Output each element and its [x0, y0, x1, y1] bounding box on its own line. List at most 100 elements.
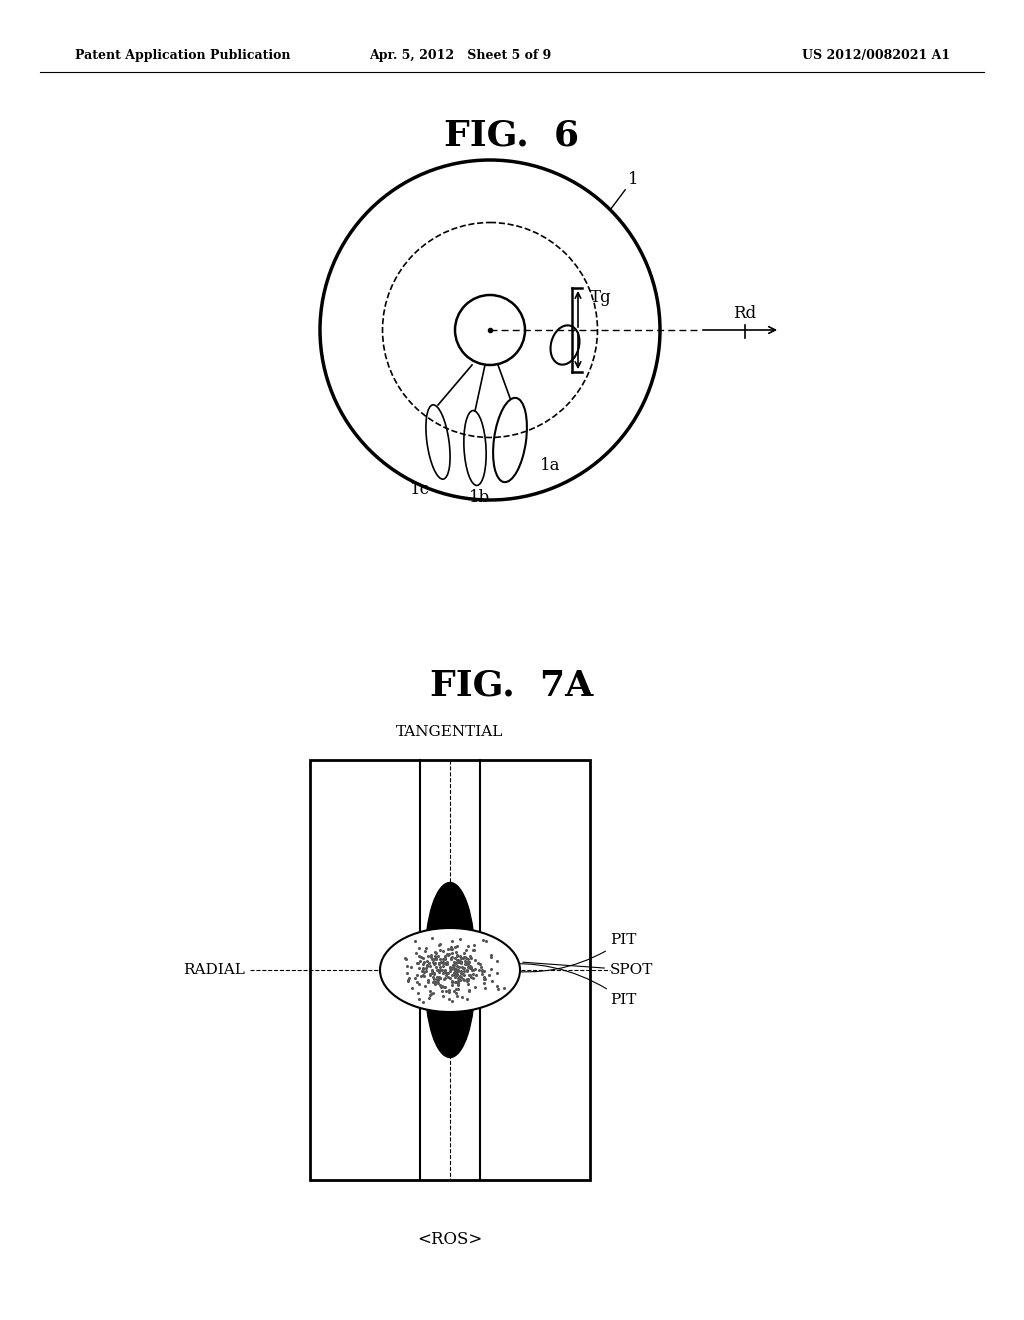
Point — [437, 949, 454, 970]
Point — [407, 968, 423, 989]
Point — [428, 949, 444, 970]
Point — [460, 956, 476, 977]
Point — [419, 954, 435, 975]
Point — [453, 945, 469, 966]
Point — [397, 948, 414, 969]
Point — [464, 960, 480, 981]
Point — [447, 972, 464, 993]
Point — [450, 973, 466, 994]
Point — [451, 950, 467, 972]
Point — [465, 960, 481, 981]
Point — [411, 957, 427, 978]
Point — [459, 969, 475, 990]
Point — [436, 945, 453, 966]
Point — [432, 933, 449, 954]
Point — [444, 974, 461, 995]
Point — [407, 931, 423, 952]
Point — [419, 956, 435, 977]
Point — [431, 949, 447, 970]
Text: 1a: 1a — [540, 457, 560, 474]
Point — [418, 937, 434, 958]
Point — [412, 950, 428, 972]
Point — [432, 939, 449, 960]
Point — [426, 969, 442, 990]
Point — [414, 961, 430, 982]
Point — [444, 964, 461, 985]
Bar — [310, 760, 590, 1180]
Point — [399, 969, 416, 990]
Point — [483, 958, 500, 979]
Point — [470, 953, 486, 974]
Point — [459, 960, 475, 981]
Point — [433, 975, 450, 997]
Point — [431, 935, 447, 956]
Point — [432, 950, 449, 972]
Text: RADIAL: RADIAL — [183, 964, 245, 977]
Point — [483, 945, 500, 966]
Point — [450, 964, 466, 985]
Point — [409, 972, 425, 993]
Point — [461, 979, 477, 1001]
Point — [443, 931, 460, 952]
Point — [399, 970, 416, 991]
Point — [457, 950, 473, 972]
Point — [424, 949, 440, 970]
Point — [458, 940, 474, 961]
Point — [475, 966, 492, 987]
Text: Tg: Tg — [590, 289, 611, 306]
Point — [403, 978, 420, 999]
Point — [423, 983, 439, 1005]
Point — [453, 948, 469, 969]
Point — [444, 942, 461, 964]
Point — [451, 968, 467, 989]
Point — [417, 940, 433, 961]
Point — [455, 986, 471, 1007]
Point — [453, 950, 469, 972]
Point — [456, 946, 472, 968]
Point — [457, 946, 473, 968]
Point — [454, 952, 470, 973]
Point — [467, 949, 483, 970]
Point — [431, 966, 447, 987]
Text: FIG.  7A: FIG. 7A — [430, 668, 594, 702]
Point — [431, 968, 447, 989]
Point — [435, 952, 452, 973]
Point — [437, 948, 454, 969]
Point — [424, 960, 440, 981]
Point — [466, 935, 482, 956]
Point — [399, 962, 416, 983]
Ellipse shape — [380, 928, 520, 1012]
Point — [413, 946, 429, 968]
Point — [477, 969, 494, 990]
Point — [440, 966, 457, 987]
Point — [453, 962, 469, 983]
Point — [443, 939, 460, 960]
Point — [415, 965, 431, 986]
Point — [447, 972, 464, 993]
Point — [427, 952, 443, 973]
Text: 1c: 1c — [410, 482, 430, 499]
Ellipse shape — [425, 903, 475, 1057]
Point — [415, 957, 431, 978]
Point — [447, 982, 464, 1003]
Point — [449, 949, 465, 970]
Bar — [310, 760, 590, 1180]
Point — [420, 946, 436, 968]
Point — [428, 948, 444, 969]
Point — [456, 957, 472, 978]
Point — [454, 957, 470, 978]
Point — [437, 981, 454, 1002]
Point — [453, 948, 469, 969]
Point — [410, 953, 426, 974]
Point — [456, 960, 472, 981]
Point — [426, 962, 442, 983]
Point — [411, 989, 427, 1010]
Point — [441, 944, 458, 965]
Point — [441, 961, 458, 982]
Point — [411, 983, 427, 1005]
Text: PIT: PIT — [502, 933, 636, 972]
Point — [437, 964, 454, 985]
Point — [459, 989, 475, 1010]
Point — [431, 953, 447, 974]
Point — [446, 962, 463, 983]
